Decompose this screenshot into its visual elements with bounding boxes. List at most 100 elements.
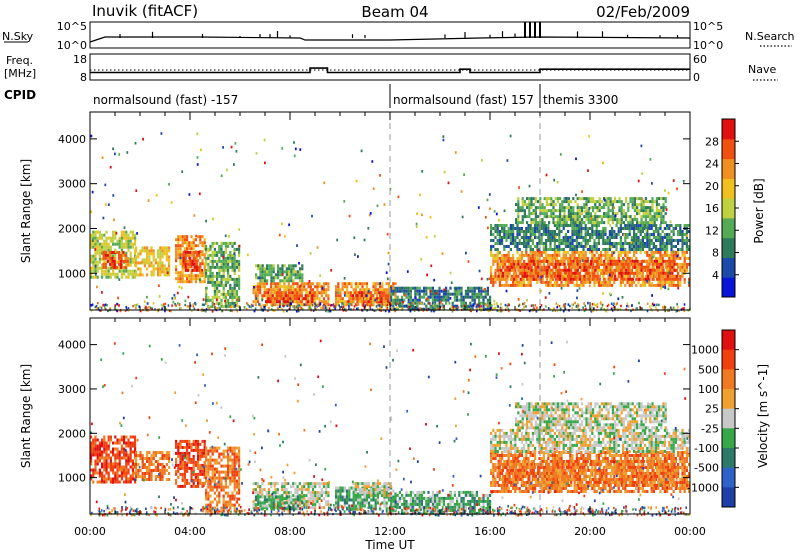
power-ground-point [138, 305, 140, 308]
power-cell [659, 283, 662, 287]
power-ground-point [145, 306, 147, 309]
power-cell [651, 262, 654, 266]
power-cell [672, 239, 675, 242]
power-cell [548, 209, 551, 213]
power-cell [585, 215, 588, 219]
power-cell [492, 233, 495, 236]
power-cell [668, 256, 671, 260]
power-cell [658, 203, 661, 207]
power-cell [571, 242, 574, 245]
power-scatter-point [205, 299, 208, 302]
power-cell [633, 239, 636, 242]
power-cell [409, 286, 412, 290]
power-cell [559, 268, 562, 272]
power-cell [177, 256, 180, 260]
power-scatter-point [319, 274, 322, 277]
power-cell [662, 209, 665, 213]
power-cell [273, 291, 276, 295]
power-cell [591, 227, 594, 230]
power-cell [611, 209, 614, 213]
power-cell [550, 274, 553, 278]
power-cell [553, 250, 556, 254]
power-cell [256, 282, 260, 286]
power-cell [229, 295, 232, 299]
power-scatter-point [118, 278, 121, 281]
power-cell [635, 245, 638, 248]
power-cell [578, 218, 581, 222]
power-ground-point [683, 303, 686, 306]
power-cell [416, 301, 419, 305]
power-cell [543, 212, 546, 216]
power-cell [518, 253, 521, 257]
power-cell [509, 233, 512, 236]
power-cell [564, 239, 567, 242]
power-cell [619, 265, 622, 269]
power-scatter-point [443, 288, 446, 292]
power-cell [551, 230, 554, 233]
power-cell [534, 200, 537, 204]
power-cell [270, 285, 273, 289]
power-cell [224, 265, 227, 269]
power-cell [113, 250, 116, 254]
power-cell [574, 218, 577, 222]
power-cell [109, 250, 112, 254]
power-ground-point [393, 307, 396, 311]
power-scatter-point [273, 285, 276, 289]
power-cell [571, 280, 574, 284]
power-cell [150, 270, 153, 274]
power-cell [125, 251, 128, 255]
power-cell [146, 273, 149, 277]
power-cell [277, 270, 280, 274]
power-cell [285, 279, 288, 283]
power-scatter-point [354, 253, 356, 256]
power-cell [131, 245, 134, 249]
power-ground-point [187, 305, 190, 308]
power-cell [294, 276, 297, 280]
power-cell [360, 294, 363, 298]
power-cell [552, 203, 555, 207]
power-scatter-point [181, 170, 184, 173]
power-cell [628, 224, 631, 227]
power-cell [506, 271, 509, 275]
power-cell [576, 215, 579, 219]
power-scatter-point [528, 184, 531, 188]
power-cell [414, 289, 417, 293]
power-cell [442, 292, 445, 296]
power-cell [613, 256, 616, 260]
power-cell [608, 236, 611, 239]
power-cell [649, 212, 652, 216]
power-cell [205, 268, 208, 272]
power-cell [213, 283, 216, 287]
power-cell [90, 260, 93, 264]
power-cell [578, 209, 581, 213]
power-cell [372, 285, 375, 289]
power-cell [598, 209, 601, 213]
power-cell [179, 253, 182, 257]
power-cell [291, 291, 294, 295]
power-cell [659, 280, 662, 284]
power-cell [596, 221, 599, 225]
power-cell [231, 262, 234, 266]
power-cell [567, 236, 570, 239]
power-scatter-point [379, 282, 381, 285]
power-cell [496, 277, 499, 281]
power-cell [553, 236, 556, 239]
power-cell [143, 246, 146, 250]
power-cell [657, 256, 660, 260]
power-cell [534, 250, 537, 254]
power-cell [545, 209, 548, 213]
power-scatter-point [563, 274, 566, 277]
power-cell [512, 233, 515, 236]
power-cell [354, 291, 357, 295]
power-ground-point [158, 308, 161, 311]
power-cell [591, 245, 594, 248]
power-cell [554, 277, 557, 281]
power-cell [527, 283, 530, 287]
power-cell [569, 248, 572, 251]
power-cell [309, 291, 312, 295]
power-cell [607, 200, 610, 204]
power-cell [358, 291, 361, 295]
power-cell [556, 280, 559, 284]
power-cell [303, 288, 306, 292]
power-cell [499, 271, 502, 275]
